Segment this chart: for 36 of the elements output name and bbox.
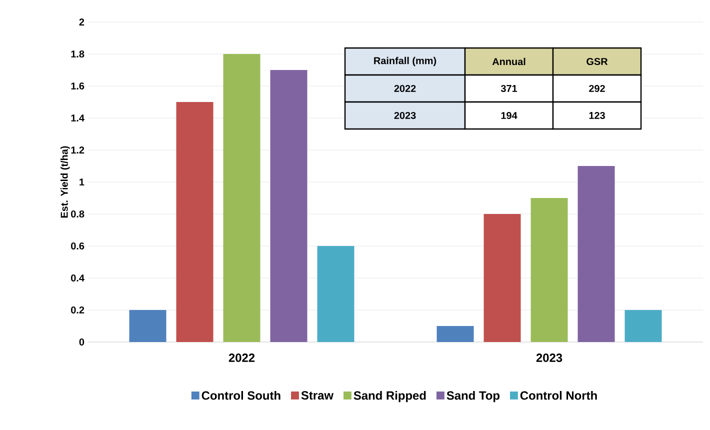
bar [578,166,615,342]
annotation: Annual [492,58,526,66]
bar [270,70,308,342]
y-tick-label: 0 [79,338,84,346]
bar [624,310,662,342]
legend-label: Control North [520,390,597,400]
bar [317,246,354,342]
y-tick-label: 0.8 [71,210,84,218]
y-tick-label: 1.4 [71,114,84,122]
annotation: 2023 [394,112,416,120]
annotation: 123 [589,112,605,120]
annotation: 292 [589,84,605,92]
annotation: 371 [500,84,518,92]
y-tick-label: 0.6 [71,242,84,250]
legend-label: Sand Ripped [354,390,426,402]
annotation: 2022 [394,84,416,92]
legend-label: Straw [301,391,334,400]
y-tick-label: 0.2 [71,306,84,314]
bar [530,198,568,342]
bar [176,102,214,342]
bar [436,326,474,342]
annotation: Rainfall (mm) [374,56,436,66]
y-tick-label: 1.6 [71,82,84,90]
bar [223,54,260,342]
y-axis-title: Est. Yield (t/ha) [60,146,70,218]
y-tick-label: 1 [80,178,84,186]
bar [129,310,166,342]
y-tick-label: 1.2 [71,146,84,154]
y-tick-label: 0.4 [71,274,84,282]
annotation: GSR [586,58,608,66]
legend-label: Sand Top [446,390,500,402]
legend-label: Control South [202,390,280,400]
annotation: 194 [501,112,518,120]
y-tick-label: 2 [79,18,84,26]
y-tick-label: 1.8 [71,50,84,58]
bar [484,214,521,342]
